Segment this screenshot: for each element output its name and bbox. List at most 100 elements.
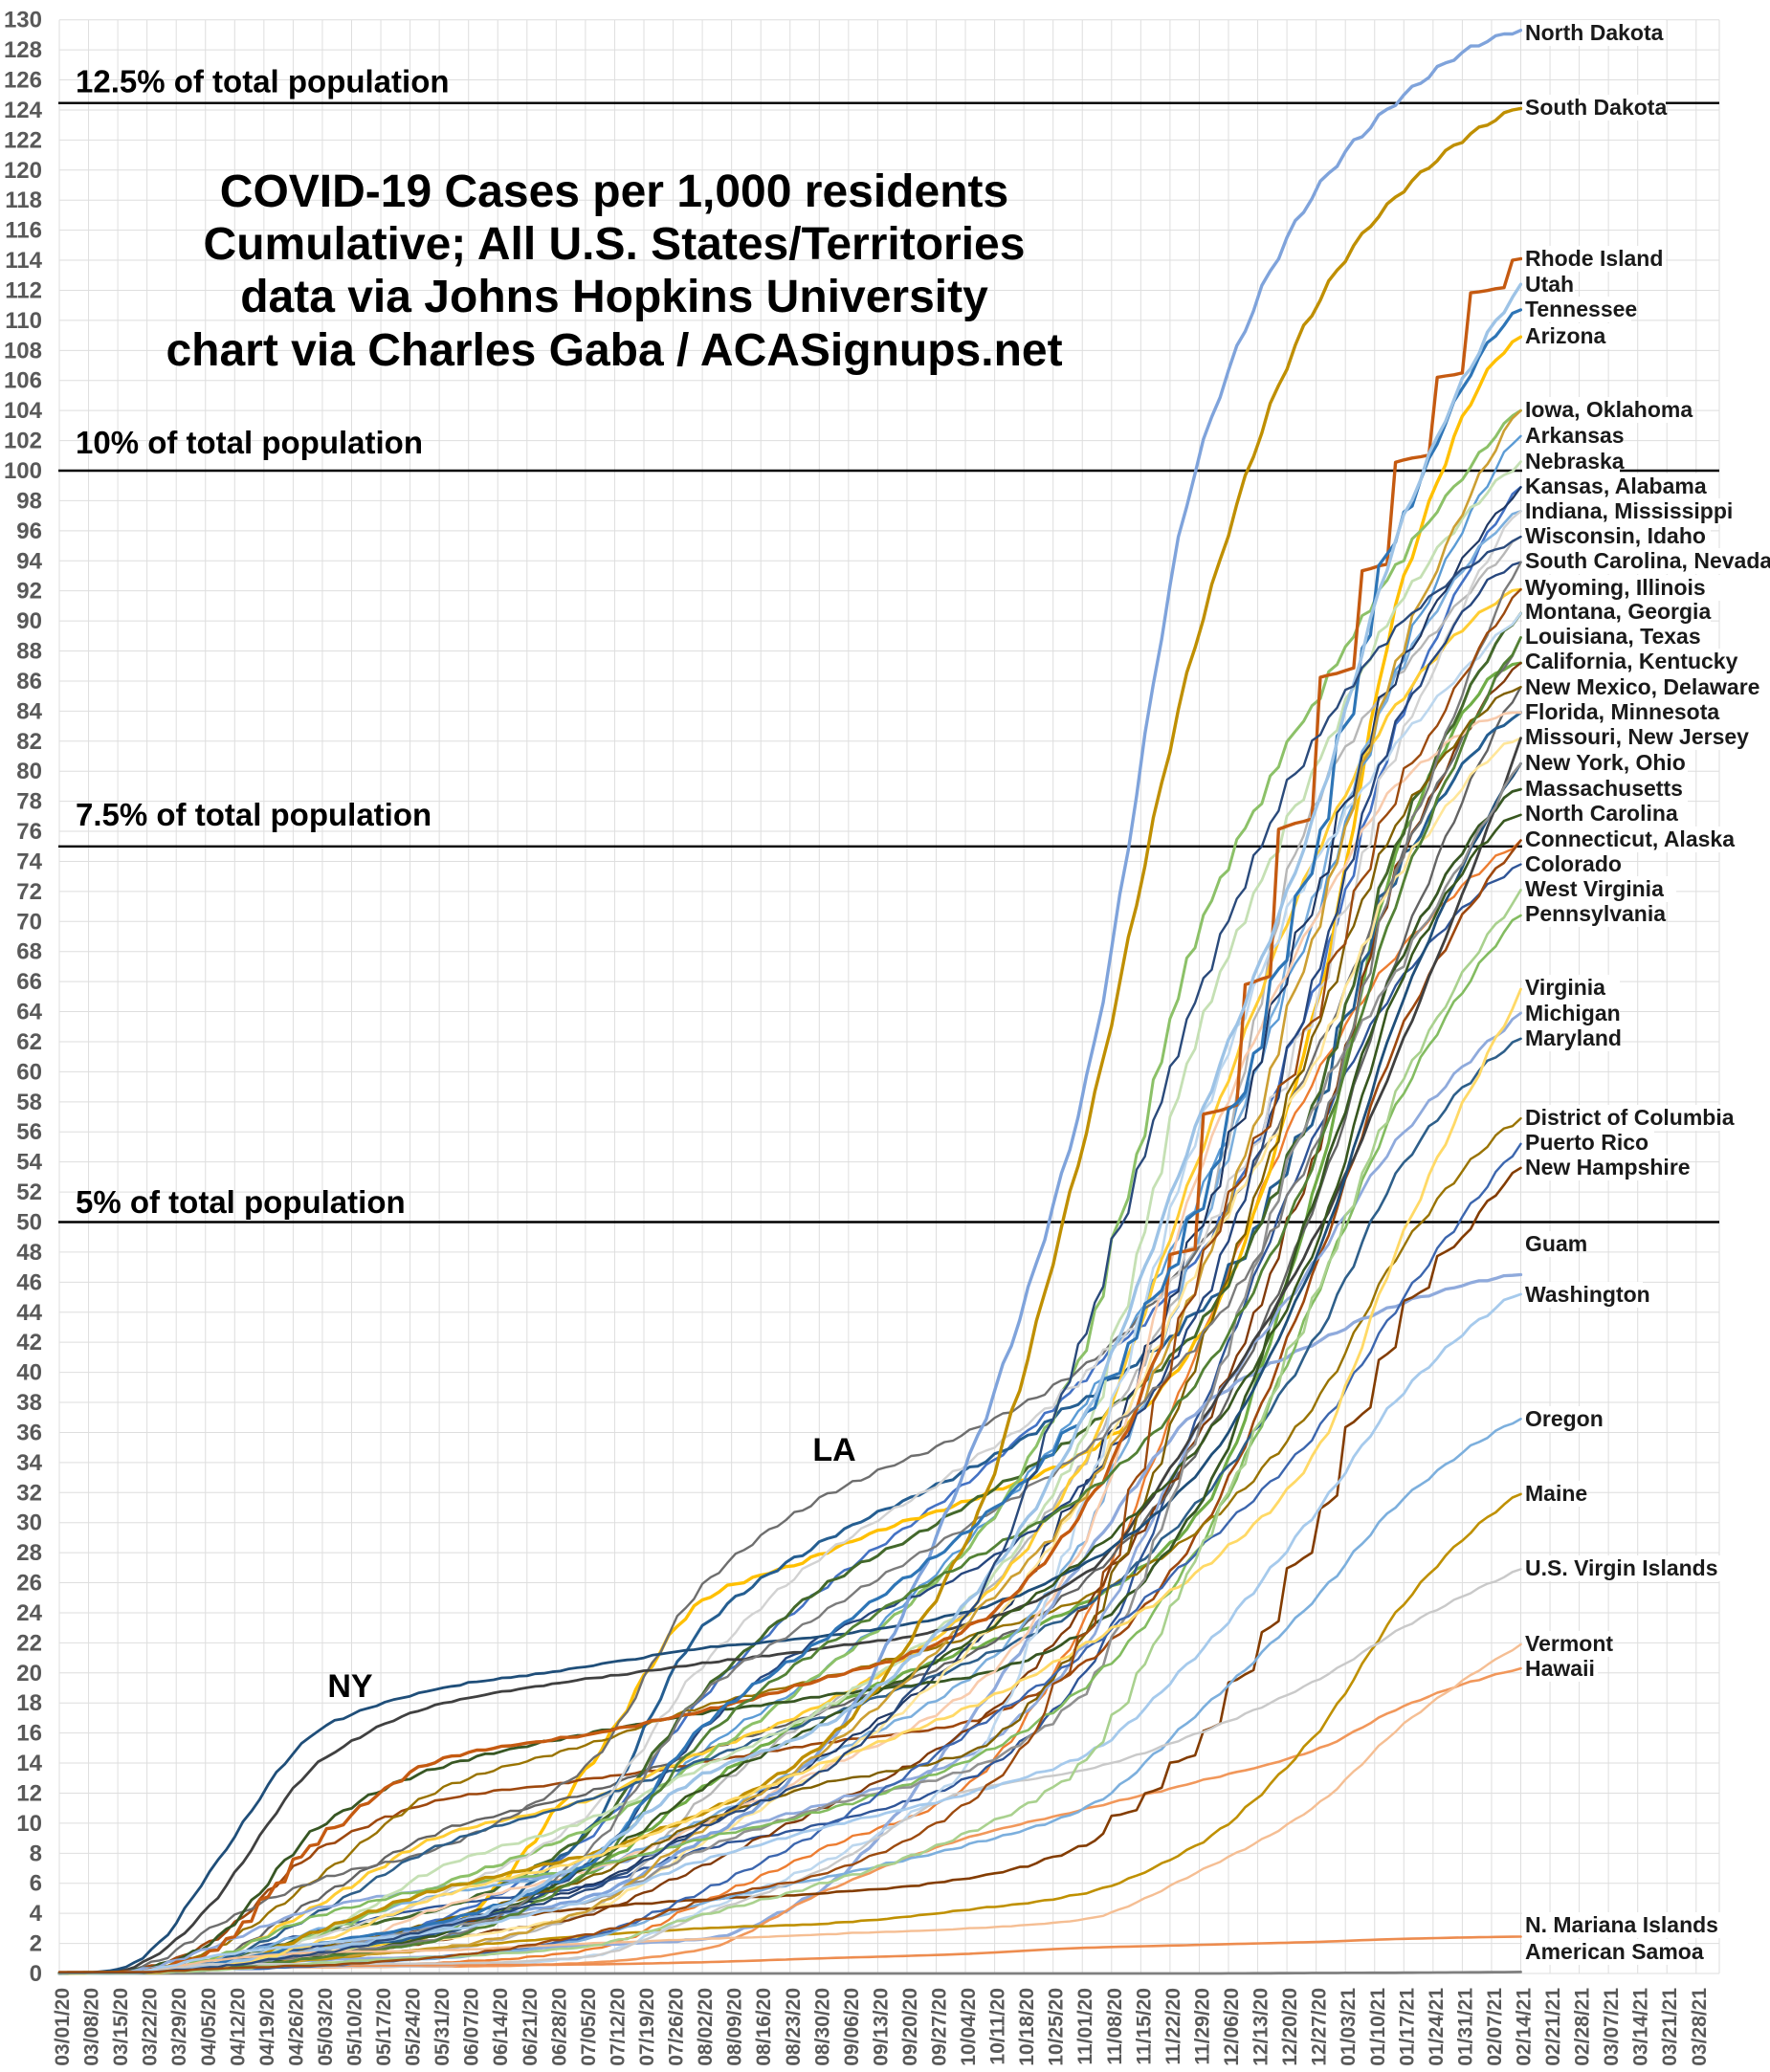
svg-text:South Dakota: South Dakota <box>1525 95 1667 120</box>
svg-text:12/06/20: 12/06/20 <box>1221 1988 1243 2066</box>
svg-text:Arkansas: Arkansas <box>1525 423 1625 448</box>
svg-text:09/13/20: 09/13/20 <box>870 1988 892 2066</box>
svg-text:11/01/20: 11/01/20 <box>1074 1988 1096 2065</box>
svg-text:Puerto Rico: Puerto Rico <box>1525 1130 1648 1155</box>
svg-text:07/05/20: 07/05/20 <box>578 1988 600 2066</box>
svg-text:36: 36 <box>16 1420 42 1445</box>
svg-text:chart via Charles Gaba / ACASi: chart via Charles Gaba / ACASignups.net <box>166 325 1062 376</box>
svg-text:North Carolina: North Carolina <box>1525 801 1678 826</box>
svg-text:126: 126 <box>4 68 42 94</box>
svg-text:07/12/20: 07/12/20 <box>608 1988 630 2066</box>
svg-text:08/16/20: 08/16/20 <box>753 1988 775 2066</box>
svg-text:10/11/20: 10/11/20 <box>987 1988 1009 2065</box>
svg-text:07/19/20: 07/19/20 <box>636 1988 658 2066</box>
svg-text:Louisiana, Texas: Louisiana, Texas <box>1525 624 1701 649</box>
svg-text:02/14/21: 02/14/21 <box>1514 1988 1536 2066</box>
svg-text:100: 100 <box>4 458 42 484</box>
svg-text:130: 130 <box>4 8 42 33</box>
svg-text:04/26/20: 04/26/20 <box>285 1988 307 2066</box>
svg-text:120: 120 <box>4 158 42 184</box>
svg-text:102: 102 <box>4 429 42 454</box>
svg-text:Indiana, Mississippi: Indiana, Mississippi <box>1525 498 1733 523</box>
svg-text:Vermont: Vermont <box>1525 1631 1613 1656</box>
svg-text:82: 82 <box>16 729 42 755</box>
svg-text:Montana, Georgia: Montana, Georgia <box>1525 599 1711 624</box>
svg-text:08/02/20: 08/02/20 <box>695 1988 717 2066</box>
svg-text:16: 16 <box>16 1721 42 1747</box>
svg-text:03/15/20: 03/15/20 <box>110 1988 132 2066</box>
svg-text:California, Kentucky: California, Kentucky <box>1525 649 1738 673</box>
svg-text:08/09/20: 08/09/20 <box>724 1988 746 2066</box>
svg-text:01/17/21: 01/17/21 <box>1396 1988 1418 2066</box>
svg-text:8: 8 <box>30 1841 42 1866</box>
svg-text:09/20/20: 09/20/20 <box>899 1988 921 2066</box>
svg-text:01/24/21: 01/24/21 <box>1426 1988 1448 2066</box>
svg-text:74: 74 <box>16 849 42 875</box>
svg-text:04/12/20: 04/12/20 <box>227 1988 249 2066</box>
svg-text:01/03/21: 01/03/21 <box>1338 1988 1360 2066</box>
svg-text:New Mexico, Delaware: New Mexico, Delaware <box>1525 674 1759 699</box>
svg-text:28: 28 <box>16 1540 42 1566</box>
svg-text:01/31/21: 01/31/21 <box>1454 1988 1476 2066</box>
svg-text:North Dakota: North Dakota <box>1525 20 1664 45</box>
svg-text:128: 128 <box>4 37 42 63</box>
svg-text:104: 104 <box>4 398 43 424</box>
svg-text:Michigan: Michigan <box>1525 1001 1621 1025</box>
svg-text:Nebraska: Nebraska <box>1525 449 1625 474</box>
svg-text:Massachusetts: Massachusetts <box>1525 776 1683 801</box>
svg-text:60: 60 <box>16 1059 42 1085</box>
svg-text:03/21/21: 03/21/21 <box>1659 1988 1681 2066</box>
svg-text:05/03/20: 05/03/20 <box>315 1988 337 2066</box>
svg-text:Washington: Washington <box>1525 1282 1650 1307</box>
svg-text:110: 110 <box>5 308 42 334</box>
svg-text:Hawaii: Hawaii <box>1525 1656 1595 1681</box>
svg-text:66: 66 <box>16 969 42 995</box>
svg-text:10/04/20: 10/04/20 <box>958 1988 980 2066</box>
svg-text:80: 80 <box>16 759 42 784</box>
svg-text:38: 38 <box>16 1390 42 1416</box>
svg-text:06/28/20: 06/28/20 <box>548 1988 570 2066</box>
svg-text:26: 26 <box>16 1571 42 1597</box>
svg-text:0: 0 <box>30 1961 42 1987</box>
svg-text:West Virginia: West Virginia <box>1525 876 1664 901</box>
svg-text:34: 34 <box>16 1450 42 1476</box>
svg-text:72: 72 <box>16 879 42 905</box>
svg-text:76: 76 <box>16 819 42 845</box>
svg-text:Arizona: Arizona <box>1525 323 1606 348</box>
svg-text:96: 96 <box>16 518 42 544</box>
svg-text:Missouri, New Jersey: Missouri, New Jersey <box>1525 724 1749 749</box>
svg-text:05/31/20: 05/31/20 <box>431 1988 454 2066</box>
svg-text:03/07/21: 03/07/21 <box>1601 1988 1623 2066</box>
svg-text:South Carolina, Nevada: South Carolina, Nevada <box>1525 548 1770 573</box>
svg-text:New Hampshire: New Hampshire <box>1525 1155 1691 1179</box>
svg-text:11/22/20: 11/22/20 <box>1162 1988 1184 2065</box>
svg-text:32: 32 <box>16 1480 42 1506</box>
svg-text:88: 88 <box>16 639 42 665</box>
svg-text:03/29/20: 03/29/20 <box>168 1988 190 2066</box>
svg-text:U.S. Virgin Islands: U.S. Virgin Islands <box>1525 1555 1718 1580</box>
svg-text:86: 86 <box>16 669 42 694</box>
svg-text:Colorado: Colorado <box>1525 851 1622 876</box>
svg-text:10% of total population: 10% of total population <box>76 425 423 460</box>
svg-text:Pennsylvania: Pennsylvania <box>1525 901 1666 926</box>
svg-text:68: 68 <box>16 939 42 965</box>
svg-text:03/22/20: 03/22/20 <box>140 1988 162 2066</box>
svg-text:5% of total population: 5% of total population <box>76 1184 406 1220</box>
svg-text:05/17/20: 05/17/20 <box>373 1988 395 2066</box>
svg-text:90: 90 <box>16 608 42 634</box>
svg-text:Maryland: Maryland <box>1525 1025 1622 1050</box>
svg-text:108: 108 <box>4 338 42 364</box>
svg-text:03/28/21: 03/28/21 <box>1689 1988 1711 2066</box>
svg-text:N. Mariana Islands: N. Mariana Islands <box>1525 1912 1718 1937</box>
svg-text:48: 48 <box>16 1240 42 1266</box>
svg-text:data via Johns Hopkins Univers: data via Johns Hopkins University <box>240 272 988 322</box>
svg-text:64: 64 <box>16 1000 42 1025</box>
svg-text:12/20/20: 12/20/20 <box>1279 1988 1301 2066</box>
svg-text:14: 14 <box>16 1751 42 1776</box>
svg-text:05/24/20: 05/24/20 <box>403 1988 425 2066</box>
svg-text:2: 2 <box>30 1931 42 1957</box>
svg-text:94: 94 <box>16 548 42 574</box>
svg-text:11/29/20: 11/29/20 <box>1192 1988 1214 2065</box>
svg-text:116: 116 <box>5 218 42 244</box>
svg-text:05/10/20: 05/10/20 <box>344 1988 366 2066</box>
